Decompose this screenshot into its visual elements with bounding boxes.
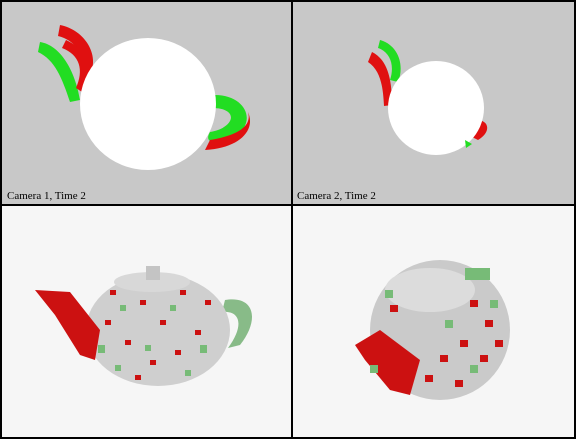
panel-label: Camera 1, Time 2	[7, 190, 86, 202]
panel-label: Camera 2, Time 2	[297, 190, 376, 202]
figure: Camera 1, Time 2 Camera 2, Time 2	[0, 0, 576, 439]
page: {"panels": [{"label": "Camera 1, Time 2"…	[0, 0, 576, 439]
